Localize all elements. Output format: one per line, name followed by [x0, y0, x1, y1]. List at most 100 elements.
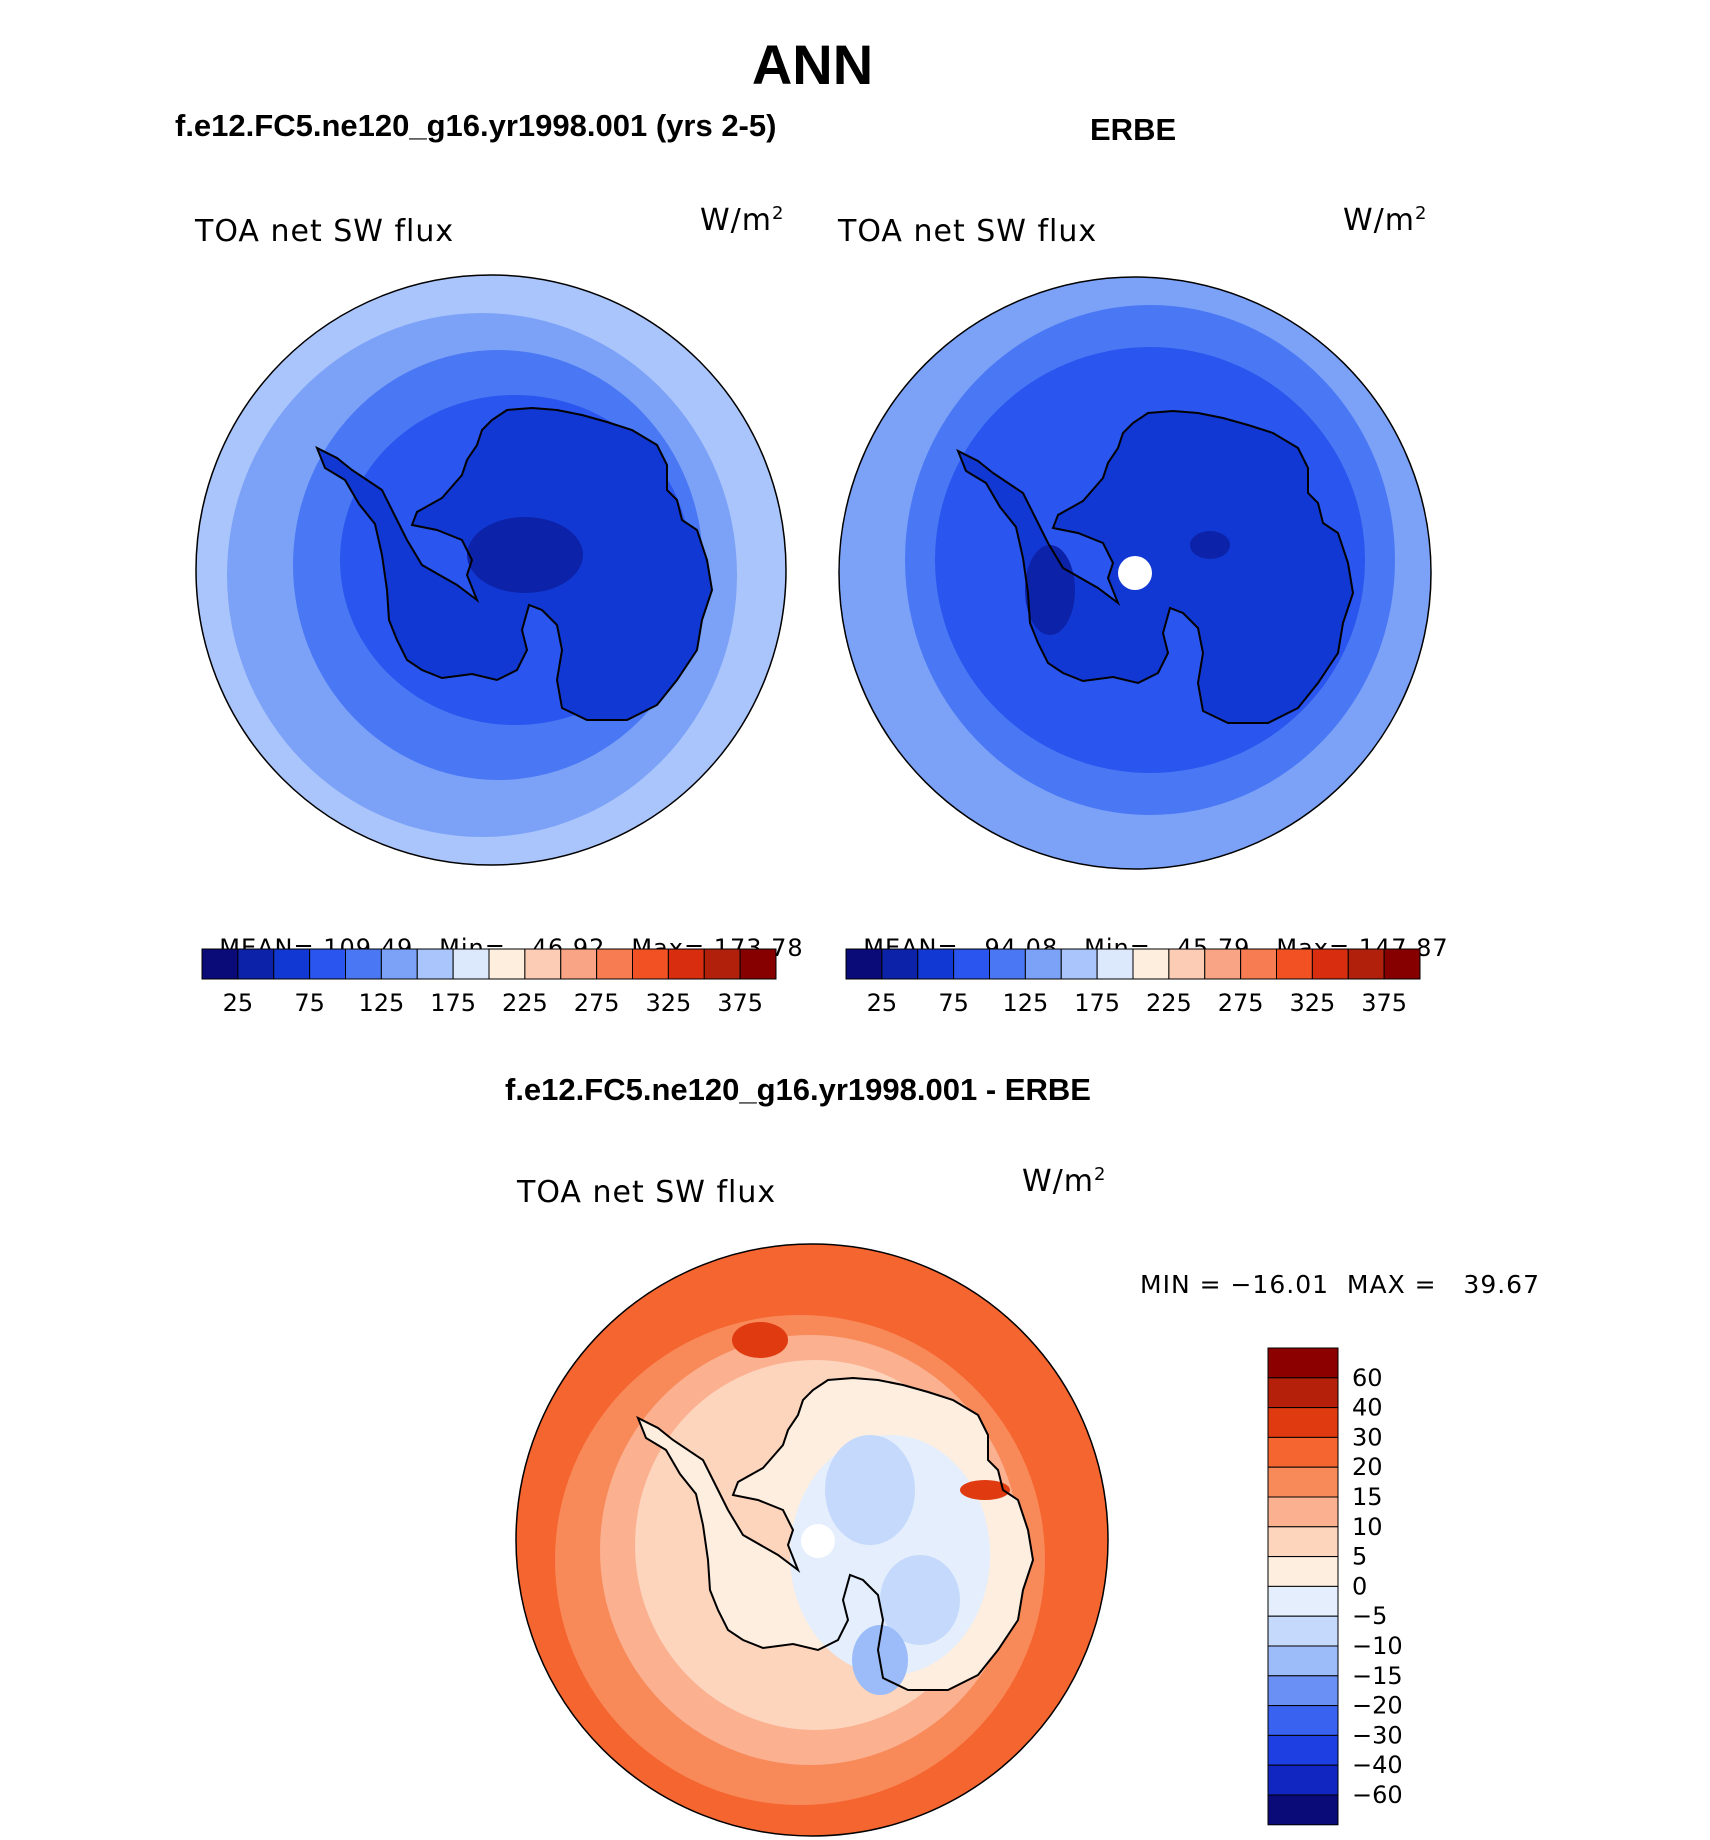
panel2-colorbar-box: [989, 948, 1026, 980]
panel2-contour-50b: [1190, 531, 1230, 559]
diff-contour-neg10a: [825, 1435, 915, 1545]
panel2-colorbar-box: [1204, 948, 1242, 980]
panel2-pole-missing: [1118, 556, 1152, 590]
panel1-colorbar-box: [632, 948, 669, 980]
panel2-colorbar-box: [1060, 948, 1098, 980]
panel1-colorbar-box: [416, 948, 454, 980]
panel1-map: [196, 275, 786, 865]
diff-colorbar-box: [1267, 1645, 1339, 1677]
panel2-map-border: [838, 276, 1432, 870]
panel2-colorbar-box: [1276, 948, 1313, 980]
panel1-contour-50: [467, 517, 583, 593]
panel2-colorbar-tick-label: 225: [1146, 989, 1192, 1017]
panel1-colorbar-box: [237, 948, 275, 980]
panel2-colorbar-tick-label: 125: [1002, 989, 1048, 1017]
panel1-units-base: W/m: [700, 203, 772, 238]
panel2-colorbar-box: [1132, 948, 1170, 980]
panel1-colorbar-tick-label: 225: [502, 989, 548, 1017]
panel1-colorbar-box: [488, 948, 526, 980]
diff-colorbar-box: [1267, 1466, 1339, 1498]
panel1-colorbar-tick-label: 125: [358, 989, 404, 1017]
diff-colorbar-box: [1267, 1526, 1339, 1558]
diff-contour-neg10b: [880, 1555, 960, 1645]
panel1-variable: TOA net SW flux: [195, 214, 455, 249]
panel1-units-exp: 2: [772, 203, 785, 224]
panel2-units: W/m2: [1343, 203, 1427, 238]
panel2-colorbar-box: [1096, 948, 1134, 980]
panel2-colorbar-tick-label: 375: [1361, 989, 1407, 1017]
panel1-colorbar-tick-label: 375: [717, 989, 763, 1017]
panel2-colorbar: 25 75 125 175 225 275 325 375: [845, 948, 1421, 1017]
diff-colorbar-box: [1267, 1347, 1339, 1379]
diff-colorbar-tick-label: −30: [1352, 1721, 1403, 1749]
panel1-colorbar-box: [380, 948, 418, 980]
panel2-map: [839, 277, 1431, 869]
diff-map-border: [515, 1243, 1109, 1837]
panel1-colorbar-tick-label: 75: [294, 989, 325, 1017]
diff-minmax: MIN = −16.01 MAX = 39.67: [1140, 1270, 1540, 1299]
panel2-units-exp: 2: [1415, 203, 1428, 224]
diff-colorbar-tick-label: 0: [1352, 1572, 1367, 1600]
diff-colorbar-tick-label: 60: [1352, 1364, 1383, 1392]
diff-colorbar-box: [1267, 1705, 1339, 1736]
diff-colorbar-tick-label: −15: [1352, 1662, 1403, 1690]
diff-colorbar-tick-label: 5: [1352, 1543, 1367, 1571]
panel1-map-border: [195, 274, 787, 866]
diff-units-exp: 2: [1094, 1164, 1107, 1185]
diff-colorbar-tick-label: −20: [1352, 1692, 1403, 1720]
diff-colorbar-box: [1267, 1764, 1339, 1796]
diff-colorbar-box: [1267, 1377, 1339, 1409]
diff-colorbar-box: [1267, 1794, 1339, 1826]
panel2-colorbar-tick-label: 175: [1074, 989, 1120, 1017]
diff-colorbar-tick-label: 30: [1352, 1423, 1383, 1451]
diff-colorbar-tick-label: −60: [1352, 1781, 1403, 1809]
diff-colorbar-tick-label: −40: [1352, 1751, 1403, 1779]
panel1-colorbar-box: [345, 948, 382, 980]
diff-contour-30a: [732, 1322, 788, 1358]
panel2-colorbar-tick-label: 75: [938, 989, 969, 1017]
diff-map: [516, 1244, 1108, 1836]
panel1-colorbar-box: [703, 948, 741, 980]
panel1-colorbar-tick-label: 25: [223, 989, 254, 1017]
diff-colorbar-box: [1267, 1496, 1339, 1528]
diff-colorbar-tick-label: −10: [1352, 1632, 1403, 1660]
panel1-colorbar-tick-label: 175: [430, 989, 476, 1017]
panel1-title: f.e12.FC5.ne120_g16.yr1998.001 (yrs 2-5): [175, 108, 777, 143]
diff-colorbar-box: [1267, 1585, 1339, 1617]
panel2-units-base: W/m: [1343, 203, 1415, 238]
panel2-colorbar-box: [953, 948, 990, 980]
diff-colorbar-tick-label: −5: [1352, 1602, 1387, 1630]
panel2-colorbar-box: [845, 948, 883, 980]
diff-colorbar-box: [1267, 1407, 1339, 1438]
diff-colorbar-tick-label: 20: [1352, 1453, 1383, 1481]
panel1-colorbar-tick-label: 325: [645, 989, 691, 1017]
panel1-colorbar-box: [524, 948, 562, 980]
panel2-colorbar-tick-label: 25: [867, 989, 898, 1017]
diff-colorbar-box: [1267, 1556, 1339, 1587]
panel2-colorbar-box: [1024, 948, 1062, 980]
diff-pole-missing: [801, 1524, 835, 1558]
panel2-contour-50a: [1025, 545, 1075, 635]
diff-colorbar-box: [1267, 1615, 1339, 1647]
diff-colorbar-box: [1267, 1734, 1339, 1766]
panel1-colorbar-tick-label: 275: [574, 989, 620, 1017]
diff-colorbar-tick-label: 40: [1352, 1394, 1383, 1422]
panel2-colorbar-tick-label: 275: [1218, 989, 1264, 1017]
panel1-colorbar-box: [273, 948, 311, 980]
panel2-title: ERBE: [1090, 112, 1177, 147]
panel1-colorbar-box: [596, 948, 633, 980]
panel2-colorbar-box: [1240, 948, 1277, 980]
panel1-colorbar-box: [452, 948, 490, 980]
diff-colorbar-tick-label: 10: [1352, 1513, 1383, 1541]
diff-variable: TOA net SW flux: [517, 1175, 777, 1210]
panel1-colorbar: 25 75 125 175 225 275 325 375: [201, 948, 777, 1017]
diff-colorbar-tick-label: 15: [1352, 1483, 1383, 1511]
panel2-colorbar-box: [881, 948, 919, 980]
panel1-colorbar-box: [667, 948, 705, 980]
panel2-colorbar-tick-label: 325: [1289, 989, 1335, 1017]
panel1-colorbar-box: [560, 948, 598, 980]
diff-units: W/m2: [1022, 1164, 1106, 1199]
diff-contour-30b: [960, 1480, 1010, 1500]
panel1-units: W/m2: [700, 203, 784, 238]
panel1-colorbar-box: [201, 948, 239, 980]
